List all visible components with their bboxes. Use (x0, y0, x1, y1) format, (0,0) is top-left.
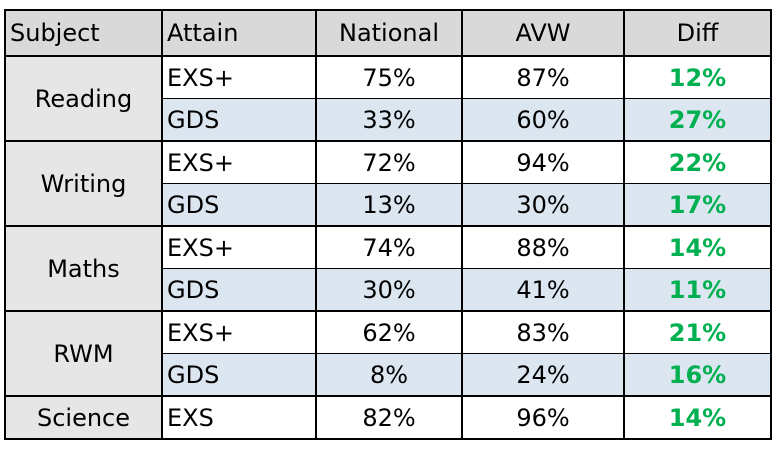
national-cell: 75% (315, 55, 463, 99)
header-national: National (315, 9, 463, 57)
table-row: GDS 33% 60% 27% (5, 98, 772, 142)
attain-cell: EXS+ (161, 55, 317, 99)
diff-cell: 21% (623, 310, 772, 354)
diff-cell: 22% (623, 140, 772, 184)
attain-cell: GDS (161, 98, 317, 142)
diff-cell: 16% (623, 353, 772, 397)
national-cell: 82% (315, 395, 463, 440)
subject-cell-writing: Writing (4, 140, 163, 227)
national-cell: 30% (315, 268, 463, 312)
avw-cell: 41% (461, 268, 625, 312)
avw-cell: 88% (461, 225, 625, 269)
avw-cell: 30% (461, 183, 625, 227)
header-subject: Subject (4, 9, 163, 57)
diff-cell: 12% (623, 55, 772, 99)
national-cell: 8% (315, 353, 463, 397)
attain-cell: GDS (161, 183, 317, 227)
table-row: RWM EXS+ 62% 83% 21% (4, 310, 772, 397)
attain-cell: EXS+ (161, 310, 317, 354)
diff-cell: 14% (623, 225, 772, 269)
avw-cell: 24% (461, 353, 625, 397)
avw-cell: 60% (461, 98, 625, 142)
national-cell: 62% (315, 310, 463, 354)
table-row: GDS 30% 41% 11% (5, 268, 772, 312)
attain-cell: GDS (161, 353, 317, 397)
national-cell: 74% (315, 225, 463, 269)
table-row: Writing EXS+ 72% 94% 22% (4, 140, 772, 227)
national-cell: 33% (315, 98, 463, 142)
avw-cell: 83% (461, 310, 625, 354)
table-row: Science EXS 82% 96% 14% (4, 395, 772, 440)
diff-cell: 27% (623, 98, 772, 142)
diff-cell: 14% (623, 395, 772, 440)
table-row: Reading EXS+ 75% 87% 12% (4, 55, 772, 142)
table-row: Maths EXS+ 74% 88% 14% (4, 225, 772, 312)
header-attain: Attain (161, 9, 317, 57)
subject-cell-science: Science (4, 395, 163, 440)
subject-cell-reading: Reading (4, 55, 163, 142)
subject-cell-rwm: RWM (4, 310, 163, 397)
avw-cell: 87% (461, 55, 625, 99)
subject-cell-maths: Maths (4, 225, 163, 312)
attain-cell: EXS+ (161, 140, 317, 184)
table-row: GDS 13% 30% 17% (5, 183, 772, 227)
avw-cell: 94% (461, 140, 625, 184)
diff-cell: 11% (623, 268, 772, 312)
attain-cell: GDS (161, 268, 317, 312)
national-cell: 72% (315, 140, 463, 184)
table-row: GDS 8% 24% 16% (5, 353, 772, 397)
attain-cell: EXS (161, 395, 317, 440)
attain-cell: EXS+ (161, 225, 317, 269)
header-row: Subject Attain National AVW Diff (4, 9, 772, 57)
diff-cell: 17% (623, 183, 772, 227)
attainment-table: Subject Attain National AVW Diff Reading… (4, 9, 772, 440)
header-diff: Diff (623, 9, 772, 57)
avw-cell: 96% (461, 395, 625, 440)
header-avw: AVW (461, 9, 625, 57)
national-cell: 13% (315, 183, 463, 227)
